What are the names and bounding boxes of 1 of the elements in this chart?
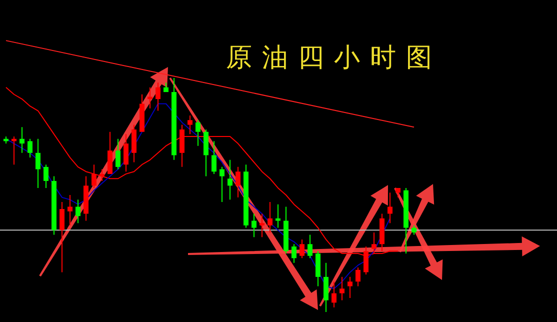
chart-title: 原油四小时图 [226, 43, 442, 73]
